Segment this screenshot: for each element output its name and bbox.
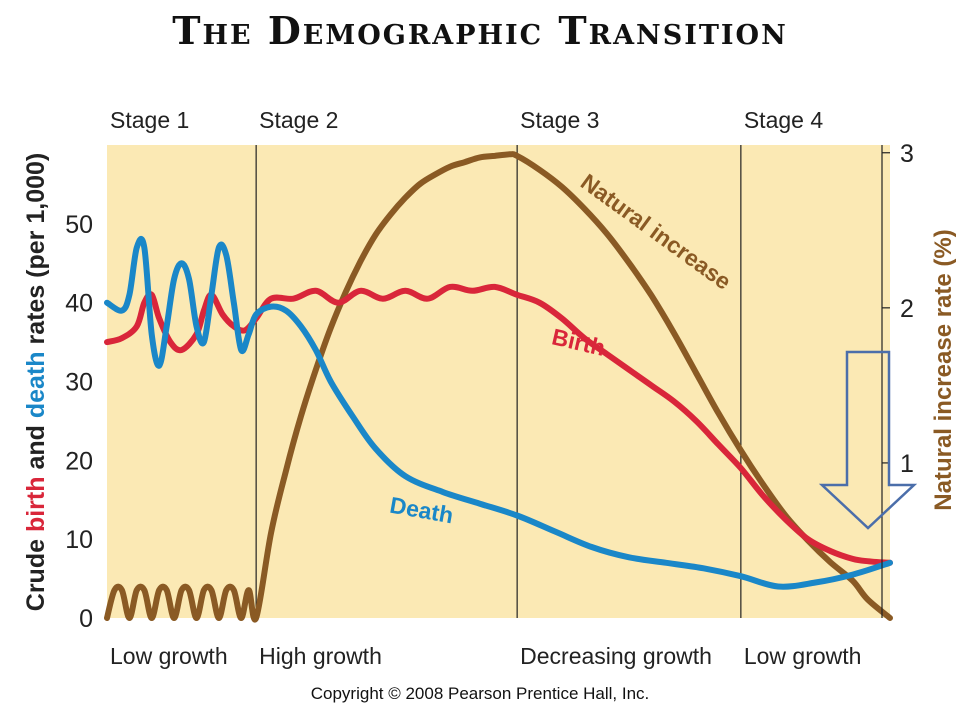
y-tick-label: 40 [65, 290, 93, 318]
right-tick-label: 1 [900, 450, 914, 478]
y-tick-label: 30 [65, 369, 93, 397]
down-arrow-annotation [818, 350, 918, 530]
y-axis-label-part: rates (per 1,000) [22, 153, 50, 352]
y-axis-label-part: birth [22, 477, 50, 533]
copyright-text: Copyright © 2008 Pearson Prentice Hall, … [310, 684, 650, 703]
y-axis-label-right: Natural increase rate (%) [930, 229, 957, 510]
stage-label: Stage 4 [744, 107, 823, 133]
series-line-death [104, 236, 893, 590]
growth-label: Decreasing growth [520, 643, 712, 669]
y-tick-label: 10 [65, 526, 93, 554]
growth-label: Low growth [744, 643, 862, 669]
page-title: The Demographic Transition [172, 8, 788, 53]
stage-label: Stage 2 [259, 107, 338, 133]
growth-label: High growth [259, 643, 382, 669]
series-line-birth [104, 283, 893, 566]
series-line-natural-increase [104, 151, 893, 623]
y-tick-label: 50 [65, 211, 93, 239]
stage-label: Stage 3 [520, 107, 599, 133]
y-axis-label-part: death [22, 351, 50, 418]
y-tick-label: 20 [65, 447, 93, 475]
plot-background [107, 145, 890, 618]
y-tick-label: 0 [79, 605, 93, 633]
right-tick-label: 2 [900, 295, 914, 323]
y-axis-label-left: Crude birth and death rates (per 1,000) [22, 153, 50, 611]
y-axis-label-part: Crude [22, 532, 50, 611]
y-axis-label-part: and [22, 418, 50, 476]
right-tick-label: 3 [900, 140, 914, 168]
growth-label: Low growth [110, 643, 228, 669]
stage-label: Stage 1 [110, 107, 189, 133]
